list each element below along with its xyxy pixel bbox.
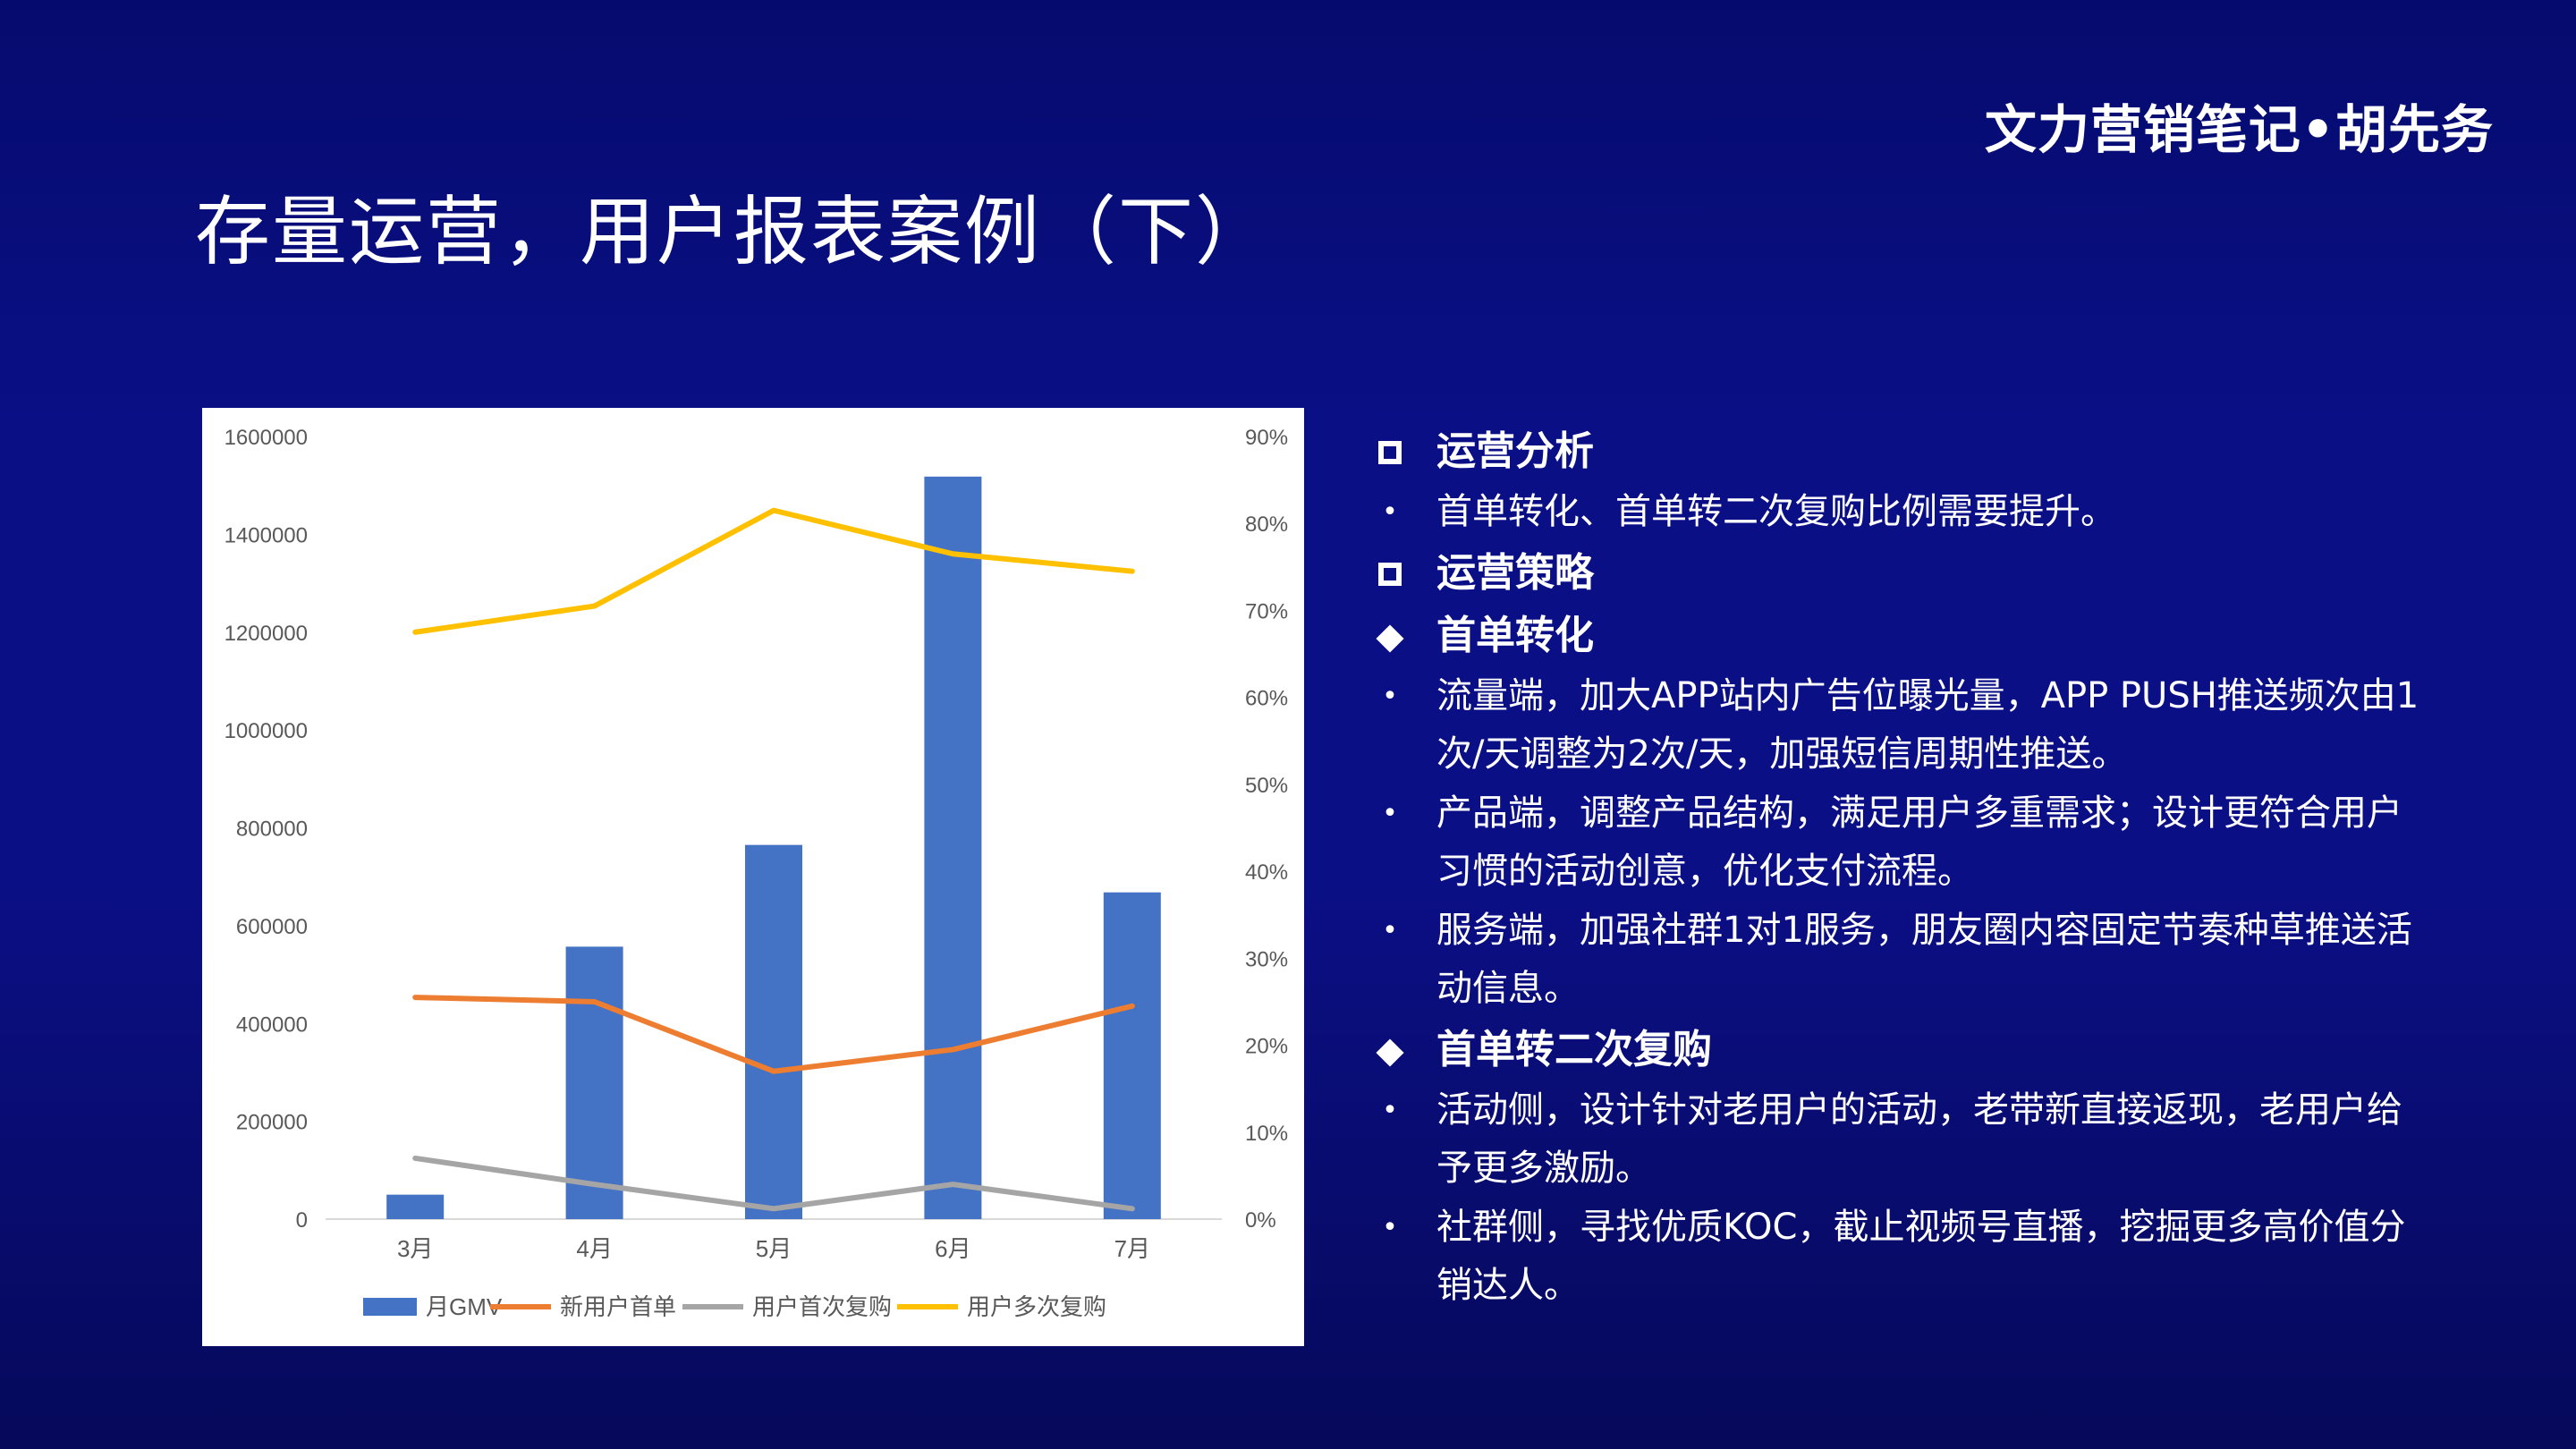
y-right-tick-label: 80% (1245, 513, 1288, 537)
square-bullet-icon (1372, 542, 1408, 604)
bullet-item: • 活动侧，设计针对老用户的活动，老带新直接返现，老用户给予更多激励。 (1372, 1081, 2428, 1198)
y-right-tick-label: 0% (1245, 1208, 1276, 1233)
y-right-tick-label: 60% (1245, 687, 1288, 711)
bullet-item: • 流量端，加大APP站内广告位曝光量，APP PUSH推送频次由1次/天调整为… (1372, 667, 2428, 784)
y-left-tick-label: 400000 (236, 1013, 308, 1037)
dot-bullet-icon: • (1382, 798, 1398, 829)
x-tick-label: 6月 (935, 1235, 970, 1262)
subheading-repurchase: 首单转二次复购 (1372, 1019, 2428, 1080)
y-left-tick-label: 600000 (236, 915, 308, 939)
dot-bullet-icon: • (1382, 915, 1398, 946)
y-left-tick-label: 1400000 (225, 523, 308, 547)
diamond-bullet-icon (1372, 1019, 1408, 1080)
bar-gmv (386, 1194, 445, 1219)
y-right-tick-label: 70% (1245, 599, 1288, 623)
legend-swatch (363, 1298, 417, 1316)
combo-chart: 0 200000 400000 600000 800000 1000000 1200000 1… (225, 426, 1288, 1320)
y-left-tick-label: 1200000 (225, 622, 308, 646)
y-right-tick-label: 40% (1245, 860, 1288, 885)
bar-gmv (565, 946, 623, 1219)
x-tick-label: 5月 (756, 1235, 792, 1262)
bar-gmv (745, 844, 802, 1219)
series-line (412, 1155, 1135, 1212)
analysis-panel: 运营分析 • 首单转化、首单转二次复购比例需要提升。 运营策略 首单转化 • 流… (1372, 420, 2428, 1316)
legend-label: 用户多次复购 (967, 1293, 1106, 1320)
series-line (412, 995, 1135, 1074)
diamond-bullet-icon (1372, 605, 1408, 666)
dot-bullet-icon: • (1382, 1212, 1398, 1243)
bullet-item: • 产品端，调整产品结构，满足用户多重需求；设计更符合用户习惯的活动创意，优化支… (1372, 784, 2428, 901)
legend-label: 月GMV (426, 1293, 503, 1320)
x-tick-label: 4月 (576, 1235, 612, 1262)
page-title: 存量运营，用户报表案例（下） (195, 188, 1273, 275)
bullet-item: • 首单转化、首单转二次复购比例需要提升。 (1372, 483, 2428, 541)
x-tick-label: 3月 (397, 1235, 433, 1262)
y-right-tick-label: 90% (1245, 426, 1288, 450)
series-line (412, 507, 1135, 635)
y-right-tick-label: 10% (1245, 1122, 1288, 1146)
heading-analysis: 运营分析 (1372, 420, 2428, 482)
heading-strategy: 运营策略 (1372, 542, 2428, 604)
y-left-tick-label: 200000 (236, 1111, 308, 1135)
legend-label: 新用户首单 (560, 1293, 676, 1320)
bullet-item: • 服务端，加强社群1对1服务，朋友圈内容固定节奏种草推送活动信息。 (1372, 902, 2428, 1018)
dot-bullet-icon: • (1382, 496, 1398, 528)
y-left-tick-label: 800000 (236, 818, 308, 842)
bar-gmv (1103, 892, 1161, 1219)
subheading-first-order: 首单转化 (1372, 605, 2428, 666)
bar-gmv (924, 476, 982, 1219)
x-tick-label: 7月 (1114, 1235, 1150, 1262)
brand-label: 文力营销笔记•胡先务 (1984, 99, 2494, 160)
y-left-tick-label: 1000000 (225, 719, 308, 743)
legend-label: 用户首次复购 (752, 1293, 892, 1320)
y-right-tick-label: 50% (1245, 774, 1288, 798)
y-right-tick-label: 20% (1245, 1035, 1288, 1059)
dot-bullet-icon: • (1382, 1095, 1398, 1126)
chart-panel: 0 200000 400000 600000 800000 1000000 1200000 1… (202, 408, 1304, 1346)
y-left-tick-label: 0 (296, 1208, 308, 1233)
y-left-tick-label: 1600000 (225, 426, 308, 450)
dot-bullet-icon: • (1382, 681, 1398, 712)
bullet-item: • 社群侧，寻找优质KOC，截止视频号直播，挖掘更多高价值分销达人。 (1372, 1199, 2428, 1315)
square-bullet-icon (1372, 420, 1408, 482)
y-right-tick-label: 30% (1245, 947, 1288, 971)
